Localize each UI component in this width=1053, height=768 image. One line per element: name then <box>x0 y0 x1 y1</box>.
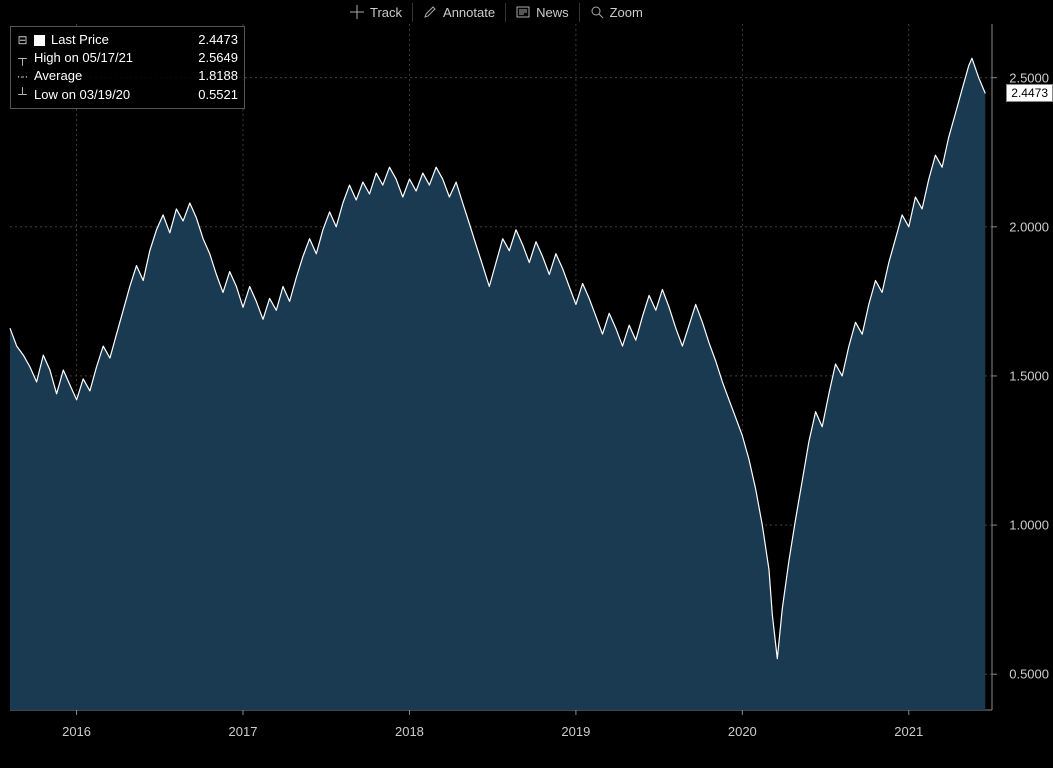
y-tick-label: 2.0000 <box>1009 219 1049 234</box>
zoom-button[interactable]: Zoom <box>580 3 653 22</box>
x-tick-label: 2018 <box>395 724 424 739</box>
news-label: News <box>536 5 569 20</box>
chart-legend: ⊟ Last Price 2.4473 ┬ High on 05/17/21 2… <box>10 26 245 109</box>
collapse-icon[interactable]: ⊟ <box>17 32 28 49</box>
y-tick-label: 2.5000 <box>1009 70 1049 85</box>
price-chart <box>0 0 1053 768</box>
legend-last-price-label: Last Price <box>51 31 109 49</box>
annotate-label: Annotate <box>443 5 495 20</box>
x-tick-label: 2019 <box>561 724 590 739</box>
chart-container[interactable]: 0.5000 1.0000 1.5000 2.0000 2.5000 2016 2017 2… <box>0 0 1053 768</box>
legend-high-label: High on 05/17/21 <box>34 49 133 67</box>
series-swatch <box>34 35 45 46</box>
x-tick-label: 2016 <box>62 724 91 739</box>
track-label: Track <box>370 5 402 20</box>
y-tick-label: 1.0000 <box>1009 518 1049 533</box>
legend-avg-value: 1.8188 <box>198 67 238 85</box>
legend-low-row: ┴ Low on 03/19/20 0.5521 <box>17 86 238 104</box>
low-marker-icon: ┴ <box>17 86 28 103</box>
legend-last-price-value: 2.4473 <box>198 31 238 49</box>
news-button[interactable]: News <box>506 3 580 22</box>
last-price-flag: 2.4473 <box>1006 84 1053 102</box>
news-icon <box>516 5 530 19</box>
legend-avg-label: Average <box>34 67 82 85</box>
track-button[interactable]: Track <box>340 3 413 22</box>
legend-low-value: 0.5521 <box>198 86 238 104</box>
legend-avg-row: ·-· Average 1.8188 <box>17 67 238 85</box>
legend-last-price-row: ⊟ Last Price 2.4473 <box>17 31 238 49</box>
x-tick-label: 2021 <box>894 724 923 739</box>
legend-low-label: Low on 03/19/20 <box>34 86 130 104</box>
legend-high-row: ┬ High on 05/17/21 2.5649 <box>17 49 238 67</box>
y-tick-label: 1.5000 <box>1009 368 1049 383</box>
y-tick-label: 0.5000 <box>1009 667 1049 682</box>
legend-high-value: 2.5649 <box>198 49 238 67</box>
x-tick-label: 2020 <box>728 724 757 739</box>
x-tick-label: 2017 <box>229 724 258 739</box>
high-marker-icon: ┬ <box>17 50 28 67</box>
zoom-label: Zoom <box>610 5 643 20</box>
price-flag-value: 2.4473 <box>1011 86 1048 100</box>
crosshair-icon <box>350 5 364 19</box>
chart-toolbar: Track Annotate News Zoom <box>340 0 653 24</box>
avg-marker-icon: ·-· <box>17 68 28 85</box>
zoom-icon <box>590 5 604 19</box>
pencil-icon <box>423 5 437 19</box>
annotate-button[interactable]: Annotate <box>413 3 506 22</box>
